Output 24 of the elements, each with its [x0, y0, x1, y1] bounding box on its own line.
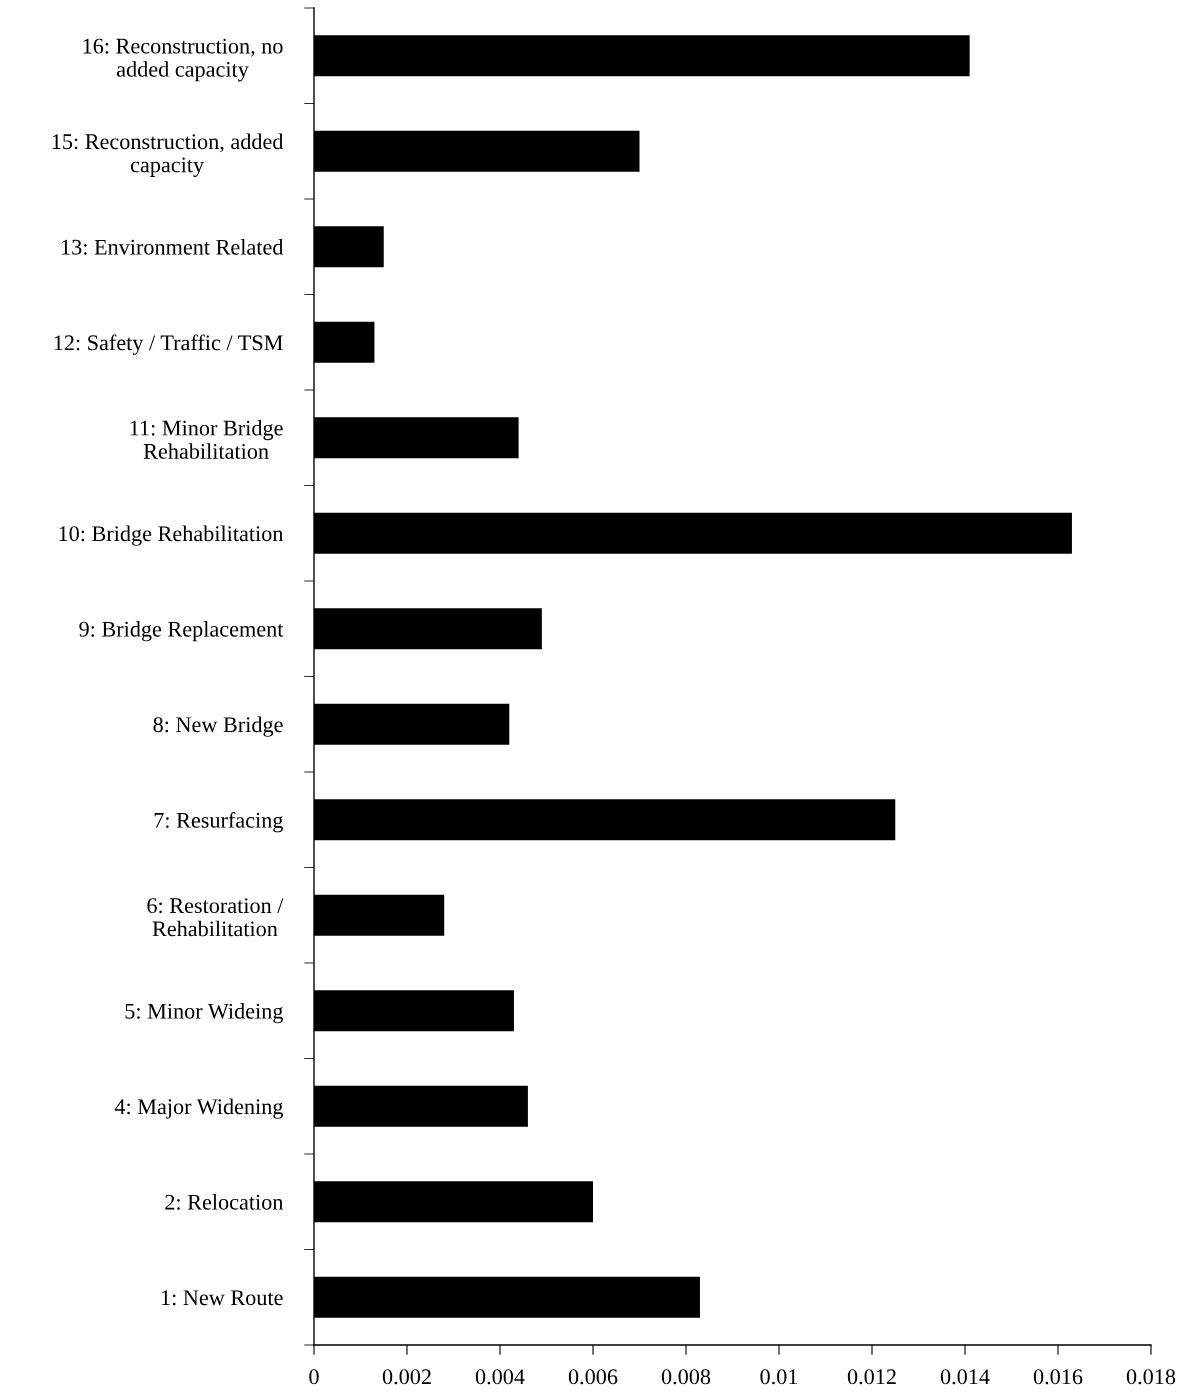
y-tick-label: 16: Reconstruction, no added capacity — [83, 38, 283, 82]
y-tick-label: 13: Environment Related — [61, 239, 284, 255]
x-tick-label: 0.008 — [661, 1369, 711, 1385]
y-tick-label: 8: New Bridge — [153, 716, 283, 737]
y-tick-label: 11: Minor Bridge Rehabilitation — [130, 419, 283, 459]
x-tick-label: 0.006 — [568, 1369, 618, 1385]
y-tick-label: 9: Bridge Replacement — [79, 621, 284, 642]
y-tick-label: 1: New Route — [161, 1290, 283, 1306]
y-tick-label: 15: Reconstruction, added capacity — [52, 133, 284, 177]
x-tick-label: 0.01 — [760, 1369, 798, 1385]
y-tick-label: 7: Resurfacing — [154, 811, 284, 833]
y-tick-label: 2: Relocation — [165, 1194, 284, 1210]
x-tick-label: 0.004 — [475, 1369, 525, 1385]
y-tick-label: 10: Bridge Rehabilitation — [59, 525, 284, 546]
y-tick-label: 5: Minor Wideing — [125, 1003, 284, 1024]
y-tick-label: 12: Safety / Traffic / TSM — [54, 334, 283, 355]
x-tick-label: 0.002 — [382, 1369, 431, 1385]
y-tick-label: 4: Major Widening — [114, 1098, 284, 1119]
x-tick-label: 0 — [309, 1369, 319, 1385]
y-tick-label: 6: Restoration / Rehabilitation — [147, 898, 284, 937]
x-tick-label: 0.014 — [940, 1369, 990, 1385]
x-tick-label: 0.018 — [1126, 1369, 1176, 1385]
x-tick-label: 0.016 — [1033, 1369, 1083, 1385]
x-tick-label: 0.012 — [847, 1369, 896, 1385]
